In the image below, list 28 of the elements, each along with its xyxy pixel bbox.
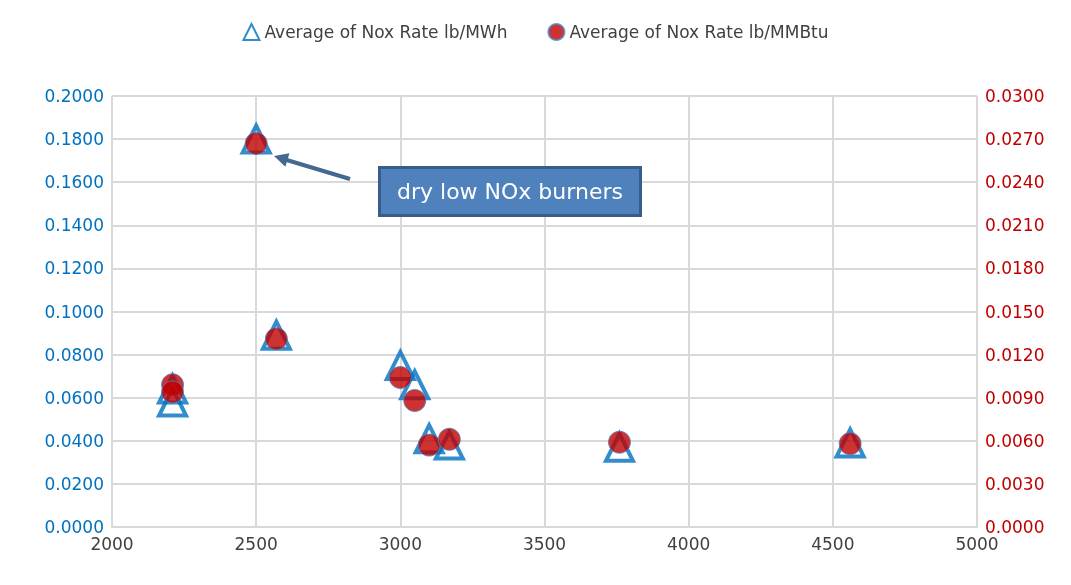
y-tick-label: 0.0600: [44, 387, 104, 408]
x-tick-label: 4500: [811, 533, 855, 554]
y2-tick-label: 0.0300: [985, 86, 1045, 106]
y2-tick-label: 0.0270: [985, 129, 1045, 150]
y2-tick-label: 0.0030: [985, 473, 1045, 494]
y-tick-label: 0.1800: [44, 129, 104, 150]
y2-tick-label: 0.0120: [985, 344, 1045, 365]
y-tick-label: 0.1400: [44, 215, 104, 236]
x-tick-label: 4000: [667, 533, 711, 554]
y-tick-label: 0.0800: [44, 344, 104, 365]
y-tick-label: 0.1600: [44, 172, 104, 193]
x-tick-label: 3500: [522, 533, 567, 554]
y2-tick-label: 0.0060: [985, 430, 1045, 451]
legend-label: Average of Nox Rate lb/MWh: [264, 22, 508, 42]
legend-label: Average of Nox Rate lb/MMBtu: [569, 22, 829, 42]
y-tick-label: 0.1200: [44, 258, 104, 279]
y-tick-label: 0.2000: [44, 86, 104, 106]
y2-tick-label: 0.0150: [985, 301, 1045, 322]
y2-tick-label: 0.0240: [985, 172, 1045, 193]
y-tick-label: 0.0400: [44, 430, 104, 451]
annotation: dry low NOx burners: [378, 166, 642, 217]
y2-tick-label: 0.0090: [985, 387, 1045, 408]
y-tick-label: 0.1000: [44, 301, 104, 322]
y2-tick-label: 0.0210: [985, 215, 1045, 236]
y-tick-label: 0.0200: [44, 473, 104, 494]
y2-tick-label: 0.0180: [985, 258, 1045, 279]
x-tick-label: 3000: [378, 533, 422, 554]
x-tick-label: 2500: [234, 533, 278, 554]
